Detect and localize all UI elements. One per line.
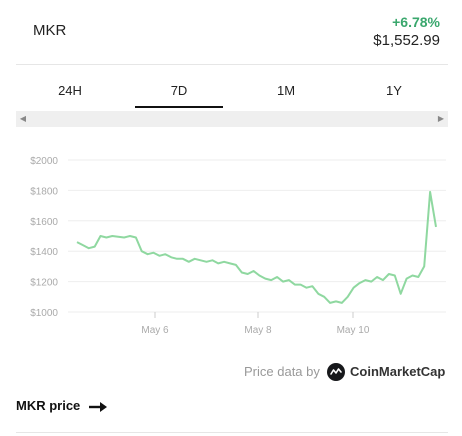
coinmarketcap-logo-icon xyxy=(327,363,345,381)
y-tick-label: $2000 xyxy=(30,156,58,167)
mkr-price-link-label: MKR price xyxy=(16,398,81,413)
price-header: MKR +6.78% $1,552.99 xyxy=(0,0,462,64)
tab-7d[interactable]: 7D xyxy=(135,76,223,108)
scroll-right-icon[interactable]: ▶ xyxy=(437,114,445,123)
header-divider xyxy=(16,64,448,65)
price-chart: $2000 $1800 $1600 $1400 $1200 $1000 May 6 May … xyxy=(30,156,446,336)
y-tick-label: $1000 xyxy=(30,308,58,319)
chart-scrollbar[interactable]: ◀ ▶ xyxy=(16,111,448,127)
tab-1y[interactable]: 1Y xyxy=(386,83,402,98)
x-tick-label: May 6 xyxy=(141,325,169,336)
x-tick-label: May 10 xyxy=(337,325,370,336)
arrow-right-icon xyxy=(88,401,107,412)
y-tick-label: $1200 xyxy=(30,278,58,289)
attribution-label: Price data by xyxy=(244,364,320,379)
mkr-price-link[interactable]: MKR price xyxy=(16,398,108,413)
y-tick-label: $1400 xyxy=(30,247,58,258)
tab-24h[interactable]: 24H xyxy=(58,83,82,98)
price-series-line xyxy=(76,190,437,304)
time-range-tabs: 24H 7D 1M 1Y xyxy=(16,76,448,108)
tab-1m[interactable]: 1M xyxy=(276,83,296,98)
price-change: +6.78% xyxy=(392,14,440,30)
y-tick-label: $1800 xyxy=(30,186,58,197)
current-price: $1,552.99 xyxy=(373,32,440,49)
coin-symbol: MKR xyxy=(33,22,67,39)
x-tick-label: May 8 xyxy=(244,325,272,336)
provider-name[interactable]: CoinMarketCap xyxy=(350,364,446,379)
y-tick-label: $1600 xyxy=(30,217,58,228)
bottom-divider xyxy=(16,432,448,433)
scroll-left-icon[interactable]: ◀ xyxy=(19,114,27,123)
